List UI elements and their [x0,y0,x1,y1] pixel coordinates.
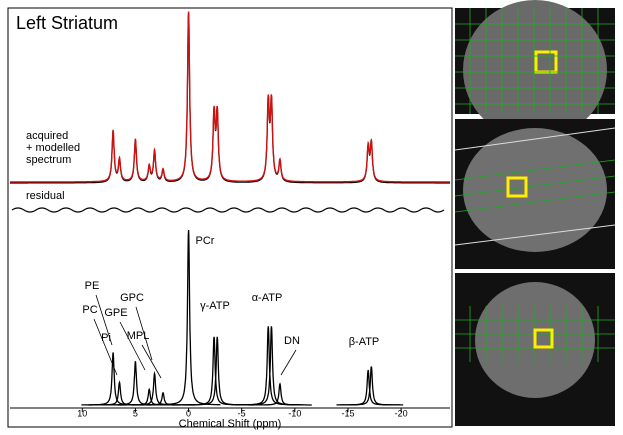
trace-label: acquired [26,130,68,142]
leader-line [95,294,113,346]
trace-label: + modelled [26,142,80,154]
x-tick-label: 5 [133,408,138,418]
peak-label: MPL [127,330,150,342]
leader-line [280,349,297,376]
x-tick-label: 10 [77,408,87,418]
trace-label: spectrum [26,154,71,166]
brain [463,128,607,252]
slab-lines [454,127,616,246]
leader-line [135,306,153,361]
trace-label: residual [26,190,65,202]
component-peak [156,229,221,406]
peak-label: GPE [104,307,127,319]
peak-label: Pi [101,332,111,344]
leader-line [93,318,118,376]
component-peak [248,382,312,406]
peak-label: α-ATP [252,292,283,304]
x-tick-label: -15 [341,408,354,418]
x-tick-label: -5 [238,408,246,418]
peak-label: γ-ATP [200,300,230,312]
peak-label: PC [82,304,97,316]
x-tick-label: -20 [395,408,408,418]
x-axis-label: Chemical Shift (ppm) [179,418,282,430]
leader-line [119,321,146,371]
grid-overlay [454,159,616,213]
x-tick-label: -10 [288,408,301,418]
model-spectrum [10,11,450,183]
residual-trace [11,207,445,213]
peak-label: GPC [120,292,144,304]
peak-label: PE [85,280,100,292]
peak-label: DN [284,335,300,347]
panel-frame [7,7,453,428]
voxel [533,328,554,349]
acquired-spectrum [10,12,450,184]
leader-line [141,344,162,379]
peak-label: β-ATP [349,336,380,348]
x-tick-label: 0 [186,408,191,418]
peak-label: PCr [196,235,215,247]
component-peak [339,366,404,406]
mri-images [454,0,616,426]
grid-overlay [455,8,615,114]
voxel [506,176,528,198]
chart-title: Left Striatum [16,13,118,33]
